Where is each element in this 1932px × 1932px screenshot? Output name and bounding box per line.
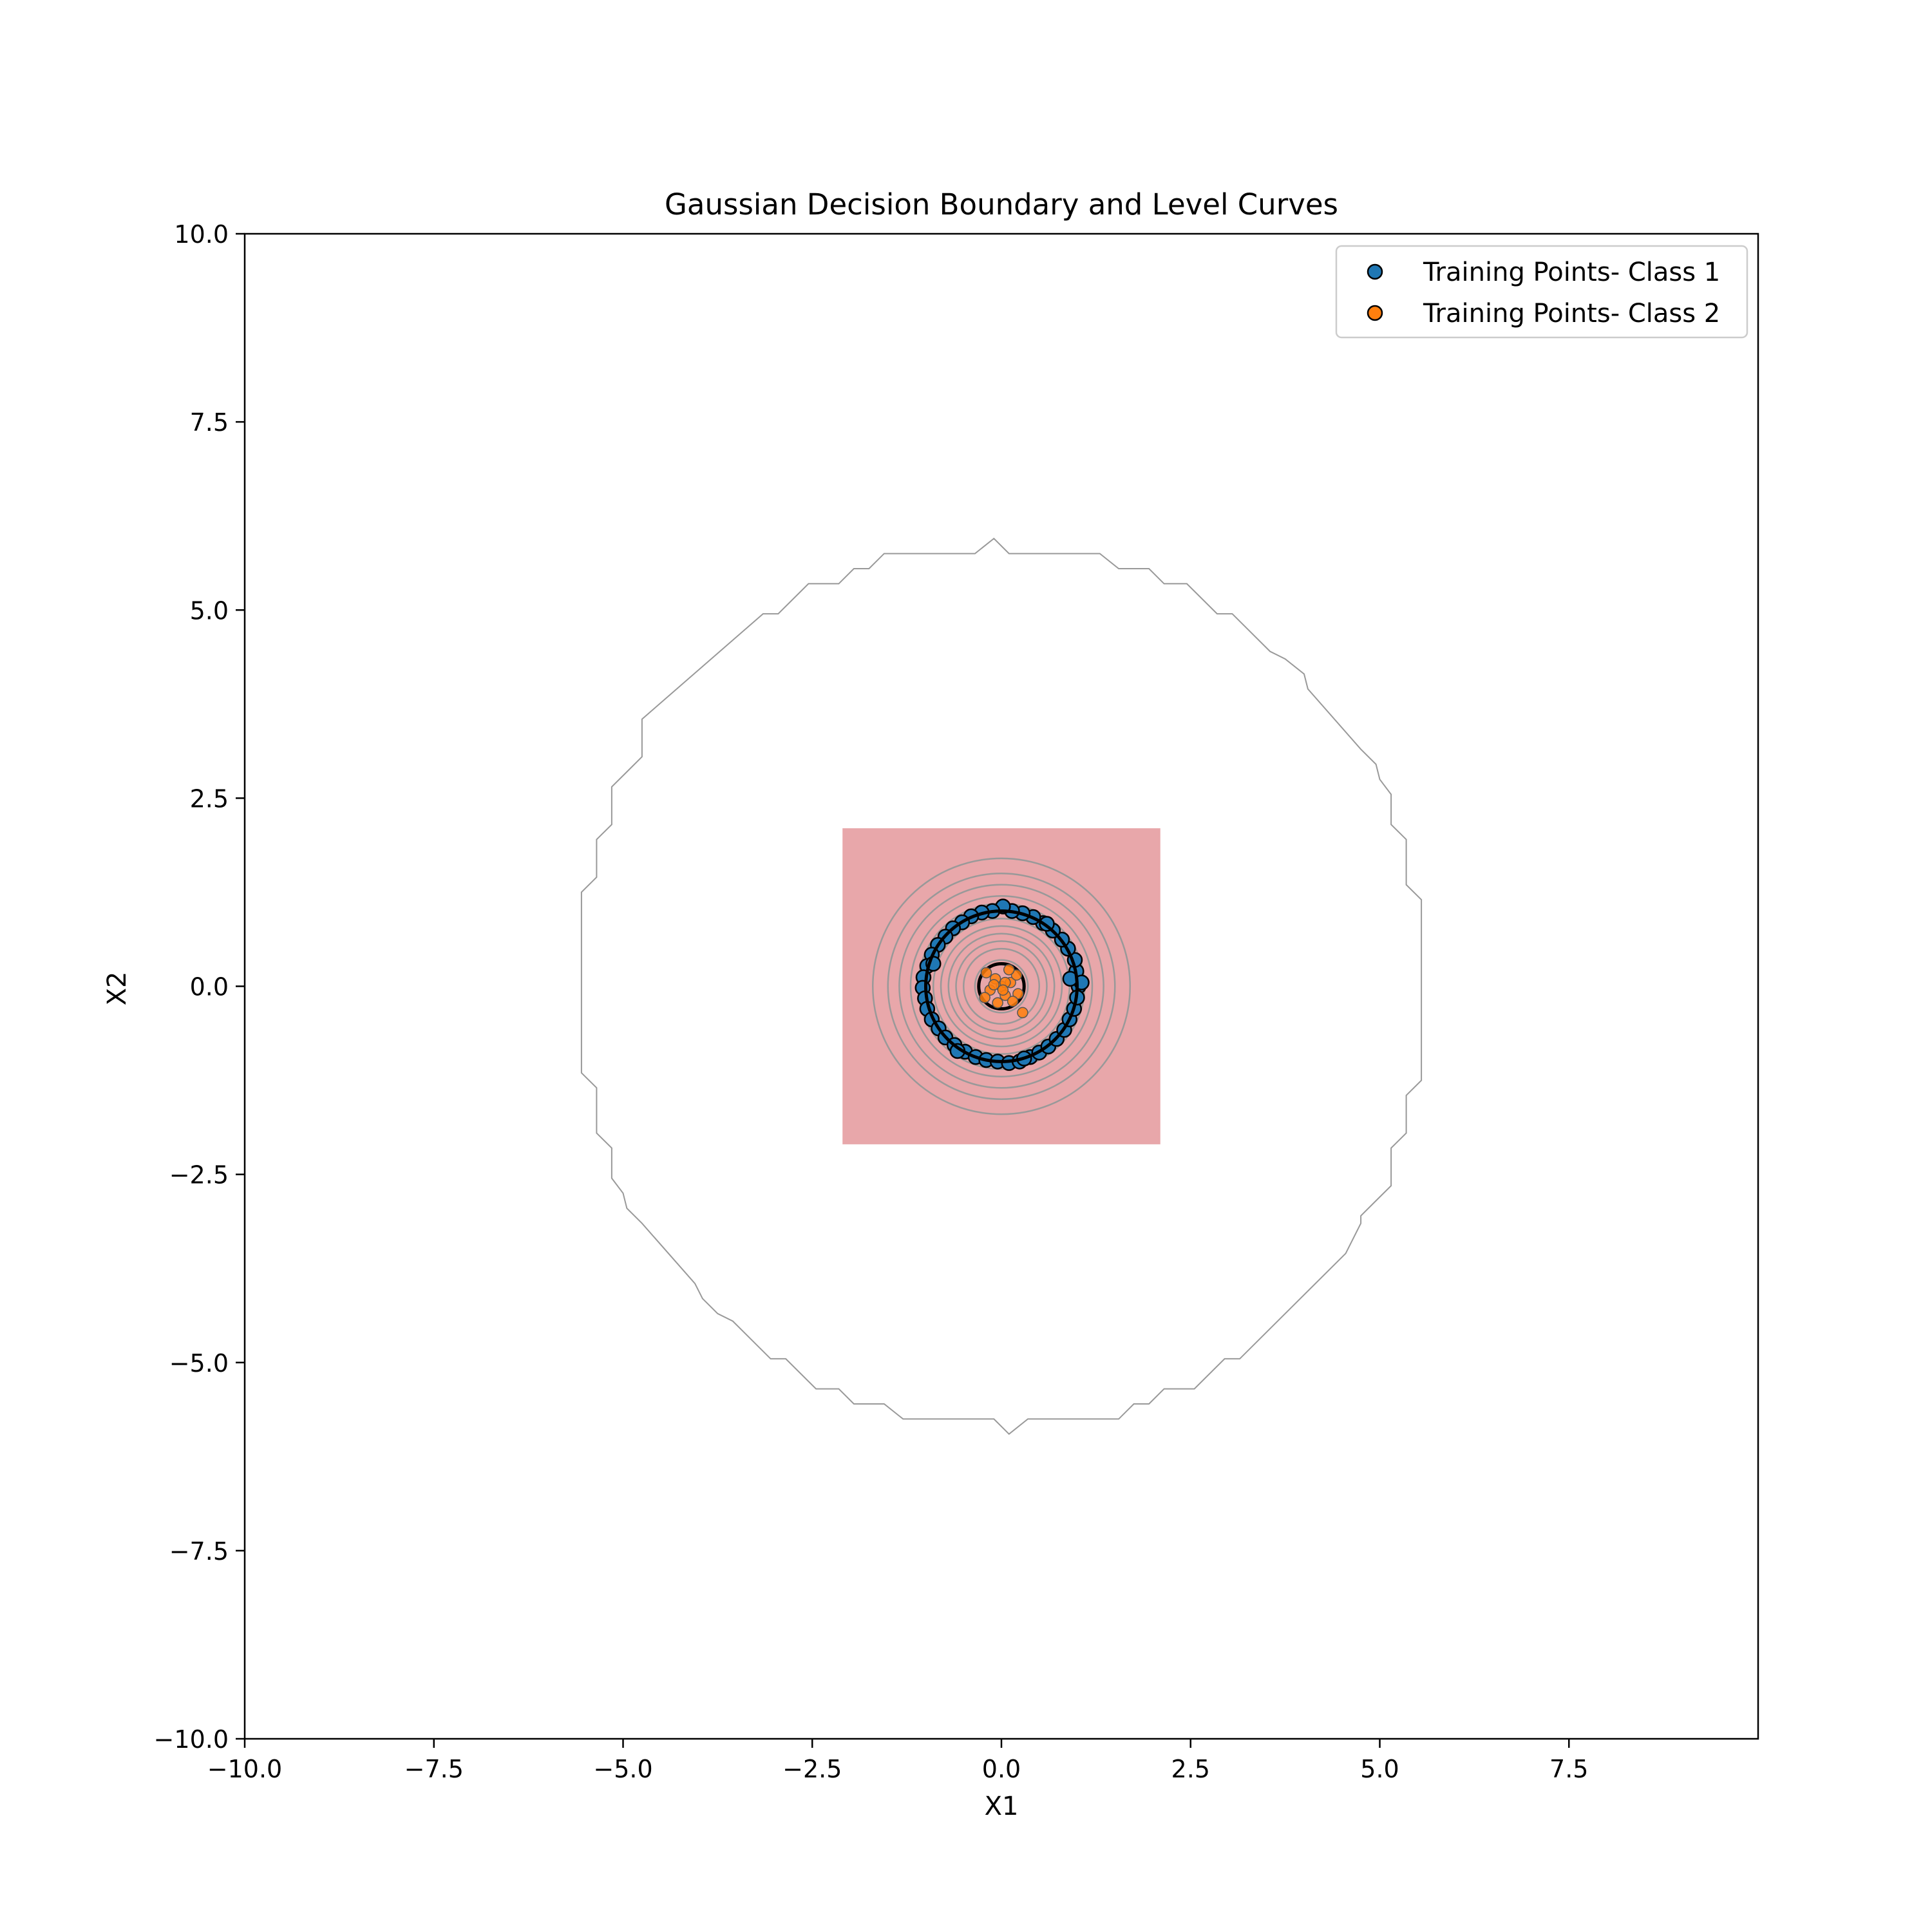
level-curve-11 [872,857,1131,1115]
y-tick-label-5: 2.5 [190,784,229,813]
y-tick-label-3: −2.5 [169,1161,229,1189]
level-curve-3 [947,933,1056,1040]
y-tick-label-0: −10.0 [154,1725,229,1754]
x-tick-label-0: −10.0 [207,1755,282,1783]
outer-level-curve [580,537,1423,1435]
class2-point-8 [992,997,1003,1009]
y-tick-label-1: −7.5 [169,1537,229,1566]
legend: Training Points- Class 1 Training Points-… [1335,245,1748,339]
y-tick-label-4: 0.0 [190,973,229,1001]
level-curve-4 [940,925,1063,1048]
level-curve-1 [963,947,1040,1025]
legend-frame [1335,245,1748,339]
decision-boundary-0 [924,909,1079,1063]
y-tick-label-2: −5.0 [169,1349,229,1378]
x-tick-label-5: 2.5 [1171,1755,1210,1783]
level-curve-8 [909,895,1094,1077]
legend-label-1: Training Points- Class 2 [1423,299,1720,328]
level-curve-10 [887,872,1116,1101]
x-tick-label-3: −2.5 [782,1755,842,1783]
class2-point-7 [1003,964,1015,976]
class2-point-5 [1010,969,1023,981]
y-axis-label: X2 [102,972,132,1006]
x-axis-label: X1 [985,1792,1019,1821]
level-curve-2 [955,940,1048,1032]
class2-point-12 [1017,1007,1028,1019]
level-curve-9 [898,884,1104,1089]
legend-marker-0 [1367,263,1383,280]
x-tick-label-4: 0.0 [982,1755,1021,1783]
decision-boundary-1 [977,961,1026,1011]
class2-point-10 [979,992,990,1003]
y-tick-label-6: 5.0 [190,596,229,625]
y-tick-label-7: 7.5 [190,408,229,437]
y-tick-label-8: 10.0 [174,220,229,249]
x-tick-label-7: 7.5 [1549,1755,1588,1783]
class2-point-14 [988,979,999,990]
legend-marker-1 [1367,305,1383,321]
class2-point-6 [980,967,992,979]
x-tick-label-6: 5.0 [1360,1755,1399,1783]
class2-point-15 [997,984,1009,996]
legend-label-0: Training Points- Class 1 [1423,258,1720,287]
x-tick-label-2: −5.0 [593,1755,652,1783]
level-curve-0 [974,959,1029,1014]
class2-point-9 [1012,988,1024,999]
y-axis: −10.0 −7.5 −5.0 −2.5 0.0 2.5 5.0 7.5 10.0 [154,220,245,1754]
class2-point-13 [1007,996,1019,1007]
chart-title: Gaussian Decision Boundary and Level Cur… [665,187,1338,222]
plot-area [580,537,1423,1435]
x-tick-label-1: −7.5 [404,1755,464,1783]
axes-frame [243,232,1759,1740]
x-axis: −10.0 −7.5 −5.0 −2.5 0.0 2.5 5.0 7.5 [207,1739,1588,1783]
